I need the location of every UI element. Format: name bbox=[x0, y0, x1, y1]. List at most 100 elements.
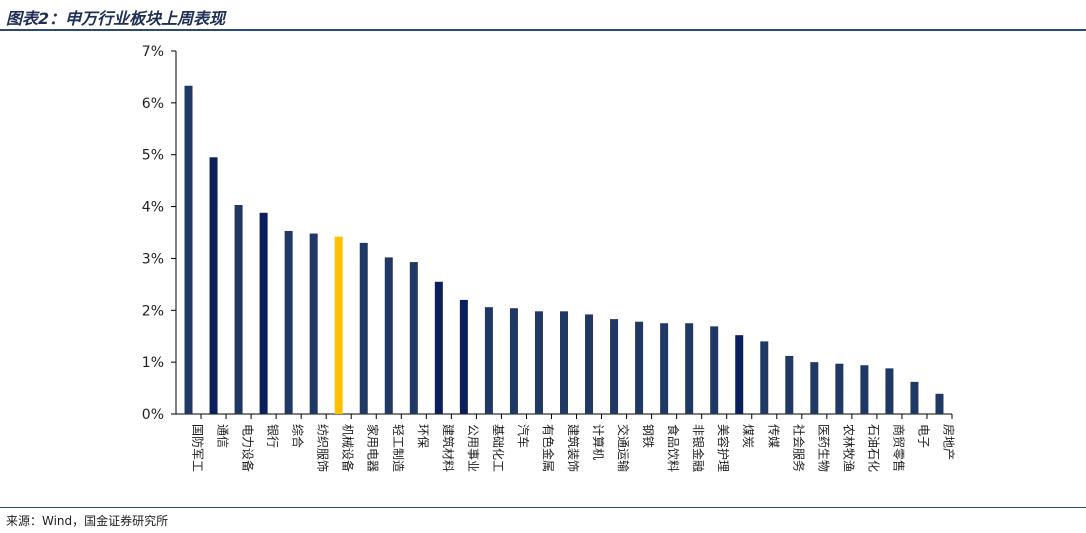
x-tick-label: 电子 bbox=[916, 424, 930, 448]
bar-9 bbox=[384, 257, 393, 414]
x-tick-label-group: 机械设备 bbox=[341, 424, 356, 472]
x-tick-label: 环保 bbox=[416, 424, 430, 448]
y-tick-label: 0% bbox=[142, 407, 164, 423]
x-tick-label: 电力设备 bbox=[241, 424, 255, 472]
bar-3 bbox=[234, 205, 243, 414]
bar-20 bbox=[660, 323, 669, 414]
y-tick-label: 3% bbox=[142, 251, 164, 267]
bar-22 bbox=[710, 326, 719, 414]
x-tick-label: 建筑装饰 bbox=[566, 424, 581, 472]
bar-16 bbox=[560, 311, 568, 414]
source-note: 来源：Wind，国金证券研究所 bbox=[6, 514, 169, 528]
y-tick-label: 7% bbox=[142, 44, 164, 60]
bar-27 bbox=[835, 363, 844, 414]
bar-13 bbox=[484, 307, 493, 414]
x-tick-label: 医药生物 bbox=[816, 424, 830, 472]
bar-6 bbox=[309, 233, 318, 414]
x-tick-label-group: 计算机 bbox=[591, 424, 606, 460]
bar-26 bbox=[810, 362, 819, 414]
x-tick-label-group: 银行 bbox=[266, 424, 280, 448]
x-tick-label-group: 汽车 bbox=[516, 424, 531, 448]
x-tick-label: 机械设备 bbox=[341, 424, 356, 472]
y-tick-label: 4% bbox=[142, 200, 164, 216]
x-tick-label: 交通运输 bbox=[616, 424, 631, 472]
x-tick-label: 银行 bbox=[266, 424, 280, 448]
x-tick-label: 非银金融 bbox=[691, 424, 706, 472]
x-tick-label: 基础化工 bbox=[491, 424, 505, 472]
figure-title: 图表2：申万行业板块上周表现 bbox=[6, 9, 226, 28]
x-tick-label-group: 医药生物 bbox=[816, 424, 830, 472]
x-tick-label: 公用事业 bbox=[466, 424, 480, 472]
bar-10 bbox=[409, 262, 418, 414]
bar-5 bbox=[284, 230, 293, 414]
bar-chart: 0% 1% 2% 3% 4% 5% 6% 7% 国防军工 通信 电力设备 银行 综合 纺织服饰 机械设备 家用… bbox=[142, 44, 957, 472]
bar-1 bbox=[184, 85, 193, 414]
x-tick-label-group: 非银金融 bbox=[691, 424, 706, 472]
bar-21 bbox=[685, 323, 694, 414]
x-tick-label-group: 煤炭 bbox=[741, 424, 755, 448]
x-tick-label-group: 通信 bbox=[216, 424, 230, 448]
x-tick-label: 国防军工 bbox=[191, 424, 206, 472]
x-tick-label-group: 电力设备 bbox=[241, 424, 255, 472]
x-tick-label-group: 国防军工 bbox=[191, 424, 206, 472]
x-tick-label-group: 建筑装饰 bbox=[566, 424, 581, 472]
x-tick-label-group: 社会服务 bbox=[791, 424, 806, 472]
x-tick-label-group: 建筑材料 bbox=[441, 424, 456, 472]
x-tick-label-group: 家用电器 bbox=[366, 424, 381, 472]
x-tick-label-group: 综合 bbox=[291, 424, 306, 448]
x-tick-label: 通信 bbox=[216, 424, 230, 448]
x-tick-label: 综合 bbox=[291, 424, 306, 448]
x-tick-label-group: 传媒 bbox=[766, 424, 781, 448]
bar-12 bbox=[459, 299, 468, 414]
bar-14 bbox=[509, 308, 518, 414]
x-tick-label-group: 交通运输 bbox=[616, 424, 631, 472]
x-tick-label-group: 环保 bbox=[416, 424, 430, 448]
x-tick-label: 房地产 bbox=[941, 424, 956, 460]
bar-18 bbox=[610, 319, 619, 414]
x-tick-label: 有色金属 bbox=[541, 424, 556, 472]
x-tick-label: 社会服务 bbox=[791, 424, 806, 472]
title-rule bbox=[0, 29, 1086, 31]
bar-23 bbox=[735, 335, 744, 414]
x-tick-label: 汽车 bbox=[516, 424, 531, 448]
bar-29 bbox=[885, 368, 894, 414]
bar-25 bbox=[785, 355, 794, 414]
footer-rule bbox=[0, 507, 1086, 508]
x-tick-label: 传媒 bbox=[766, 424, 781, 448]
y-tick-label: 5% bbox=[142, 148, 164, 164]
x-tick-label: 石油石化 bbox=[866, 424, 880, 472]
x-tick-label: 建筑材料 bbox=[441, 424, 456, 472]
x-tick-label: 轻工制造 bbox=[391, 424, 405, 472]
y-tick-label: 6% bbox=[142, 96, 164, 112]
bar-19 bbox=[635, 321, 644, 414]
x-tick-label: 家用电器 bbox=[366, 424, 381, 472]
x-tick-label-group: 农林牧渔 bbox=[841, 424, 855, 472]
x-tick-label-group: 纺织服饰 bbox=[316, 424, 330, 472]
bar-11 bbox=[434, 281, 443, 414]
x-tick-label-group: 电子 bbox=[916, 424, 930, 448]
x-tick-label-group: 房地产 bbox=[941, 424, 956, 460]
x-tick-label: 纺织服饰 bbox=[316, 424, 330, 472]
bar-7 bbox=[334, 236, 343, 414]
x-tick-label-group: 食品饮料 bbox=[666, 424, 681, 472]
bar-4 bbox=[259, 212, 268, 414]
x-tick-label-group: 石油石化 bbox=[866, 424, 880, 472]
x-tick-label: 商贸零售 bbox=[891, 424, 906, 472]
x-tick-label-group: 基础化工 bbox=[491, 424, 505, 472]
bar-17 bbox=[585, 314, 594, 414]
bar-24 bbox=[760, 341, 769, 414]
bar-8 bbox=[359, 242, 368, 414]
bar-2 bbox=[209, 157, 218, 415]
y-tick-label: 2% bbox=[142, 303, 164, 319]
bar-31 bbox=[935, 393, 944, 414]
x-tick-label: 食品饮料 bbox=[666, 424, 681, 472]
x-tick-label-group: 公用事业 bbox=[466, 424, 480, 472]
bar-30 bbox=[910, 381, 919, 414]
x-tick-label: 钢铁 bbox=[641, 424, 655, 448]
x-tick-label-group: 轻工制造 bbox=[391, 424, 405, 472]
y-tick-label: 1% bbox=[142, 355, 164, 371]
x-tick-label: 煤炭 bbox=[741, 424, 755, 448]
x-tick-label: 美容护理 bbox=[716, 424, 731, 472]
x-tick-label-group: 美容护理 bbox=[716, 424, 731, 472]
x-tick-label: 计算机 bbox=[591, 424, 606, 460]
